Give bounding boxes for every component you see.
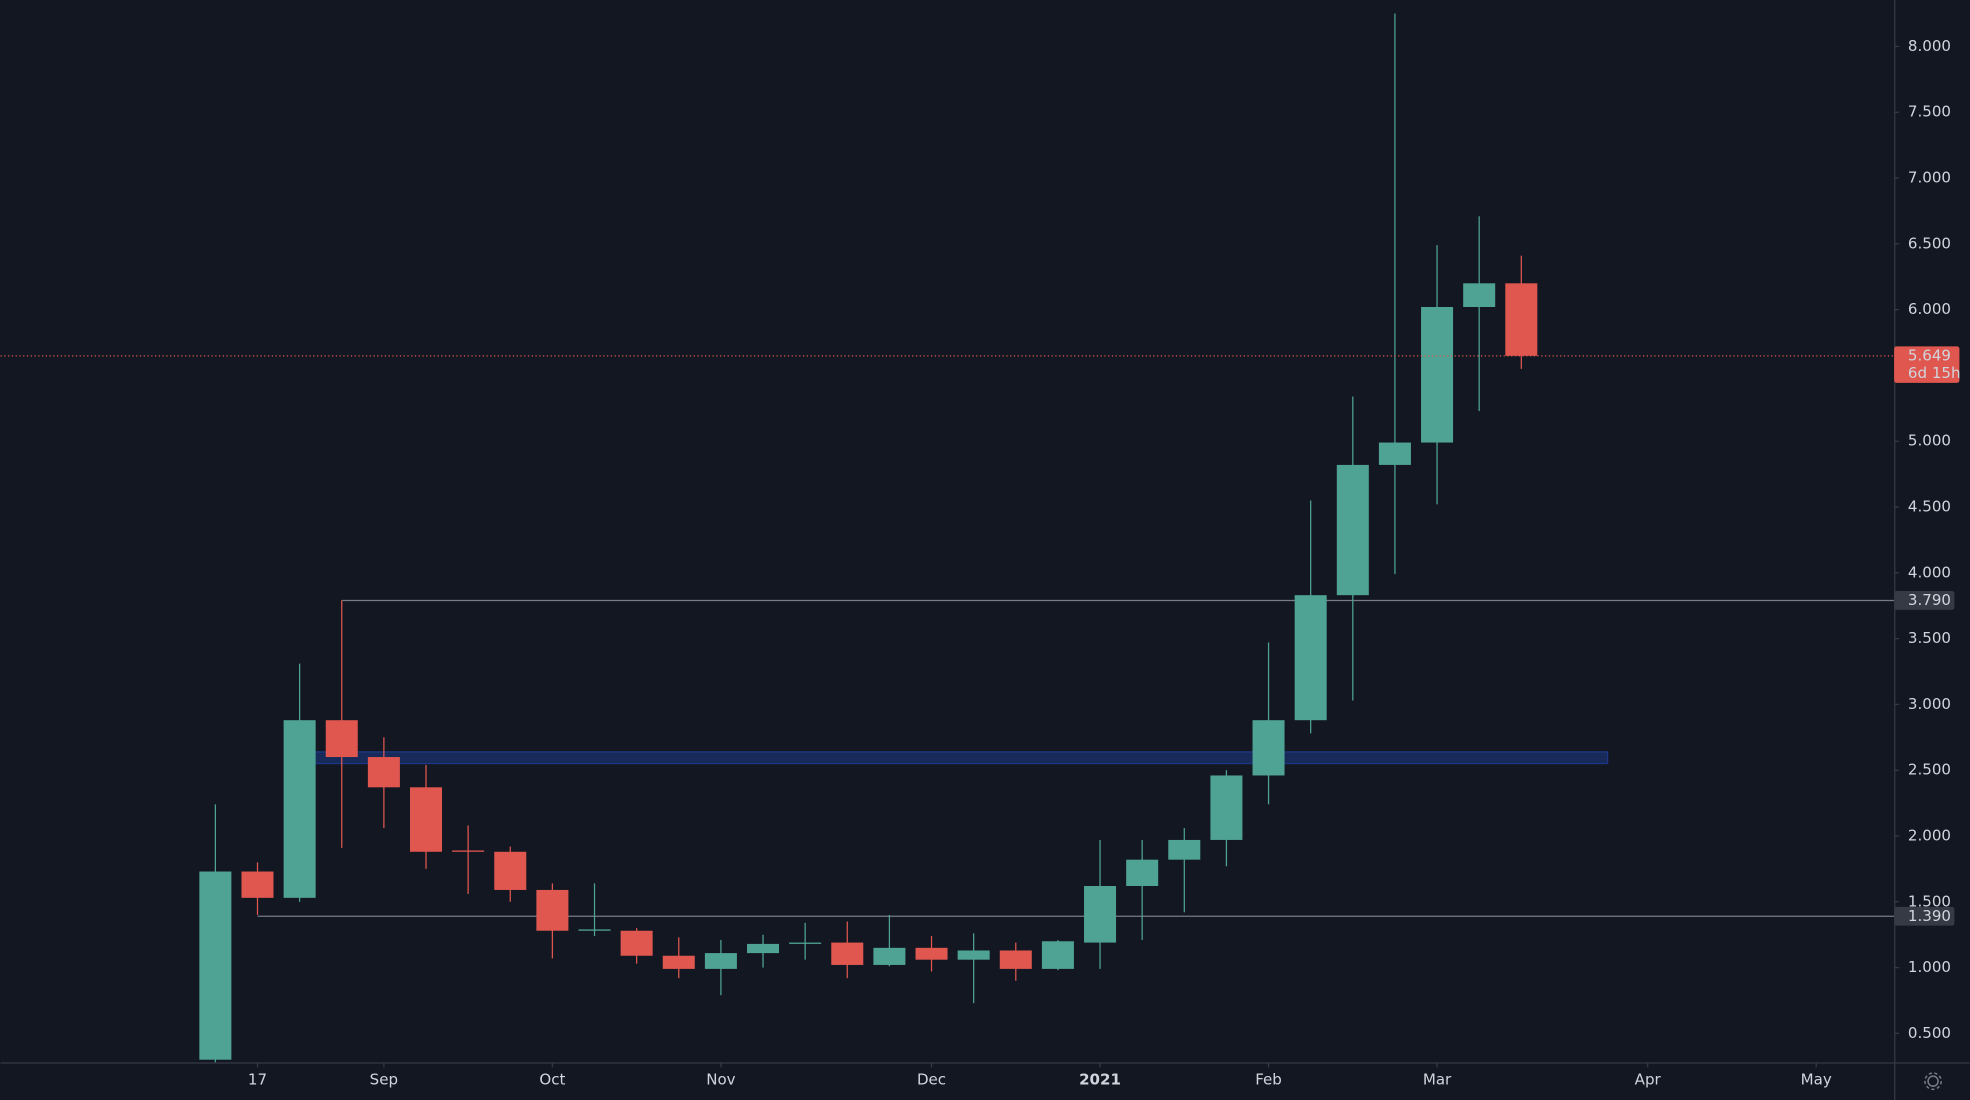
price-label: 1.390	[1908, 907, 1951, 925]
countdown-label: 6d 15h	[1908, 364, 1961, 382]
y-tick-label: 6.000	[1908, 300, 1951, 318]
x-tick-label: 2021	[1079, 1070, 1121, 1088]
x-tick-label: Nov	[706, 1070, 735, 1088]
y-tick-label: 1.000	[1908, 958, 1951, 976]
x-tick-label: May	[1801, 1070, 1832, 1088]
candle-body	[1084, 885, 1117, 943]
y-tick-label: 2.500	[1908, 761, 1951, 779]
candle-body	[915, 947, 948, 960]
candle-body	[831, 942, 864, 965]
candle-body	[1336, 464, 1369, 596]
x-tick-label: Mar	[1423, 1070, 1452, 1088]
candle-body	[367, 757, 400, 788]
candle-body	[409, 787, 443, 852]
y-tick-label: 1.500	[1908, 892, 1951, 910]
candle-body	[1126, 859, 1159, 886]
candle-body	[999, 950, 1032, 969]
y-tick-label: 2.000	[1908, 826, 1951, 844]
last-price-box	[1894, 346, 1960, 383]
y-tick-label: 3.000	[1908, 695, 1951, 713]
candle-body	[1421, 307, 1454, 443]
candle-body	[1041, 941, 1074, 969]
candle-body	[494, 851, 527, 890]
y-tick-label: 8.000	[1908, 37, 1951, 55]
y-tick-label: 4.000	[1908, 563, 1951, 581]
candle-body	[578, 929, 611, 931]
candle-body	[1294, 595, 1327, 721]
candle-body	[325, 720, 358, 758]
price-label: 3.790	[1908, 591, 1951, 609]
last-price-label: 5.649	[1908, 346, 1951, 364]
y-tick-label: 0.500	[1908, 1024, 1951, 1042]
y-tick-label: 4.500	[1908, 498, 1951, 516]
y-tick-label: 6.500	[1908, 234, 1951, 252]
candle-body	[1378, 442, 1411, 465]
candle-body	[620, 930, 653, 956]
zone	[298, 751, 1609, 765]
y-tick-label: 7.000	[1908, 169, 1951, 187]
y-tick-label: 3.500	[1908, 629, 1951, 647]
candle-body	[1252, 720, 1285, 776]
candle-body	[662, 955, 695, 969]
x-tick-label: 17	[248, 1070, 267, 1088]
candle-body	[241, 871, 274, 898]
price-label-box	[1894, 906, 1955, 926]
candle-body	[199, 871, 232, 1060]
candle-body	[789, 942, 822, 944]
candle-body	[704, 953, 737, 969]
candle-body	[1505, 283, 1538, 356]
y-tick-label: 5.000	[1908, 432, 1951, 450]
candle-body	[873, 947, 906, 965]
candle-body	[747, 943, 780, 954]
candle-body	[1463, 283, 1496, 308]
price-label-box	[1894, 591, 1955, 610]
x-tick-label: Dec	[917, 1070, 946, 1088]
y-tick-label: 7.500	[1908, 103, 1951, 121]
x-tick-label: Apr	[1635, 1070, 1662, 1088]
candle-body	[283, 720, 316, 898]
candle-body	[1168, 839, 1201, 860]
candle-body	[1210, 775, 1243, 840]
candle-body	[957, 950, 990, 960]
x-tick-label: Sep	[370, 1070, 398, 1088]
x-tick-label: Feb	[1255, 1070, 1282, 1088]
candle-body	[536, 889, 569, 931]
plot-area	[0, 13, 1895, 1063]
x-tick-label: Oct	[539, 1070, 565, 1088]
candle-body	[452, 850, 485, 852]
settings-icon[interactable]	[1924, 1072, 1942, 1091]
